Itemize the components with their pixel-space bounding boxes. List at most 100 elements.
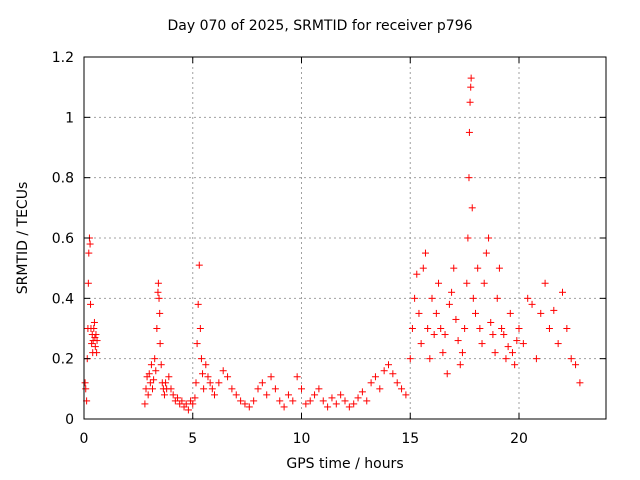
data-point (165, 373, 173, 381)
data-point (271, 385, 279, 393)
data-point (92, 331, 100, 339)
data-point (199, 370, 207, 378)
data-point (328, 394, 336, 402)
data-point (500, 331, 508, 339)
data-point (461, 325, 469, 332)
data-point (474, 264, 482, 272)
data-point (141, 400, 149, 408)
data-point (515, 325, 523, 332)
y-axis-label: SRMTID / TECUs (15, 181, 31, 295)
data-point (489, 331, 497, 339)
data-point (192, 379, 200, 387)
data-point (142, 385, 150, 393)
data-point (174, 394, 182, 402)
data-point (402, 391, 410, 399)
data-point (169, 391, 177, 399)
data-point (202, 361, 210, 369)
data-point (193, 340, 201, 348)
data-point (315, 385, 323, 393)
data-point (88, 340, 96, 348)
data-point (250, 397, 258, 405)
data-point (541, 279, 549, 287)
data-point (154, 279, 162, 287)
y-tick-label: 0.2 (52, 352, 74, 368)
data-point (572, 361, 580, 369)
data-point (524, 294, 532, 302)
data-point (439, 349, 447, 357)
x-tick-label: 5 (188, 431, 197, 447)
data-point (245, 403, 253, 411)
data-point (467, 83, 475, 91)
data-point (232, 391, 240, 399)
data-point (258, 379, 266, 387)
data-point (350, 400, 358, 408)
data-point (324, 403, 332, 411)
data-point (441, 331, 449, 339)
data-point (178, 397, 186, 405)
data-point (476, 325, 484, 332)
data-point (532, 355, 540, 363)
data-point (241, 400, 249, 408)
data-point (211, 391, 218, 399)
data-point (90, 325, 98, 332)
data-point (480, 279, 488, 287)
data-point (228, 385, 236, 393)
data-point (91, 343, 99, 351)
data-point (293, 373, 301, 381)
data-point (87, 300, 95, 308)
data-point (145, 370, 153, 378)
data-point (493, 294, 501, 302)
data-point (195, 261, 203, 269)
x-axis-label: GPS time / hours (286, 456, 404, 472)
plot-frame (83, 56, 607, 420)
data-point (513, 337, 521, 345)
data-point (254, 385, 262, 393)
data-point (415, 309, 423, 317)
data-point (354, 394, 362, 402)
data-point (156, 340, 164, 348)
data-point (302, 400, 310, 408)
data-point (152, 367, 160, 375)
data-point (389, 370, 397, 378)
data-point (432, 309, 440, 317)
data-point (435, 279, 443, 287)
data-point (204, 373, 212, 381)
data-point (464, 234, 472, 242)
x-tick-label: 20 (510, 431, 528, 447)
data-point (81, 379, 89, 387)
data-point (319, 397, 327, 405)
data-point (417, 340, 425, 348)
data-point (504, 343, 512, 351)
data-point (280, 403, 288, 411)
y-tick-label: 0.6 (52, 231, 74, 247)
data-point (576, 379, 584, 387)
data-point (456, 361, 464, 369)
data-point (495, 264, 503, 272)
data-point (267, 373, 275, 381)
data-point (367, 379, 375, 387)
data-point (468, 204, 476, 212)
data-point (419, 264, 427, 272)
x-tick-label: 10 (293, 431, 311, 447)
data-point (528, 300, 536, 308)
data-point (393, 379, 401, 387)
data-point (371, 373, 379, 381)
x-tick-label: 15 (401, 431, 419, 447)
data-point (215, 379, 223, 387)
data-point (443, 370, 451, 378)
data-point (437, 325, 445, 332)
data-point (411, 294, 419, 302)
data-point (147, 361, 155, 369)
data-point (380, 367, 388, 375)
data-point (424, 325, 432, 332)
data-point (219, 367, 227, 375)
data-point (153, 325, 161, 332)
data-point (385, 361, 392, 369)
data-point (306, 397, 314, 405)
data-point (567, 355, 575, 363)
data-point (413, 270, 421, 278)
data-point (189, 400, 197, 408)
data-point (426, 355, 434, 363)
data-point (498, 325, 506, 332)
data-point (289, 397, 297, 405)
